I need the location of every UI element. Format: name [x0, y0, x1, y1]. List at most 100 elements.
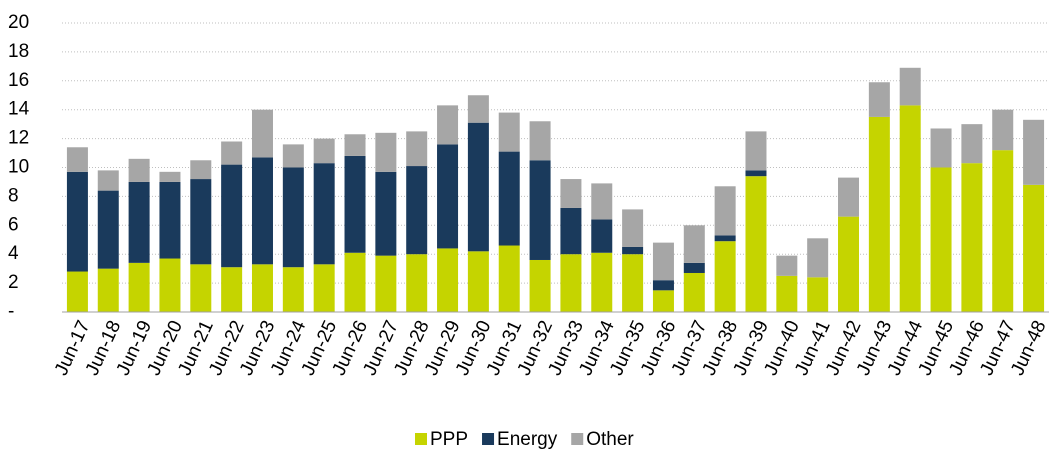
- bar-segment: [251, 264, 273, 312]
- y-tick-label: 6: [8, 214, 19, 235]
- bar-segment: [807, 277, 829, 312]
- bar-segment: [745, 131, 767, 171]
- bar-segment: [437, 144, 459, 249]
- bar-segment: [899, 105, 921, 313]
- y-tick-label: -: [8, 301, 14, 322]
- bar-segment: [529, 121, 551, 161]
- y-tick-label: 2: [8, 272, 19, 293]
- bar-segment: [437, 248, 459, 312]
- y-tick-label: 10: [8, 157, 29, 178]
- bar-segment: [652, 242, 674, 281]
- bar-segment: [683, 272, 705, 312]
- bar-segment: [838, 177, 860, 217]
- bar-segment: [776, 275, 798, 312]
- bar-segment: [622, 246, 644, 255]
- y-tick-label: 8: [8, 185, 19, 206]
- y-tick-label: 4: [8, 243, 19, 264]
- legend-swatch: [482, 433, 495, 445]
- bar-segment: [467, 122, 489, 252]
- y-tick-label: 16: [8, 70, 29, 91]
- bar-segment: [97, 190, 119, 269]
- bar-segment: [467, 251, 489, 312]
- bar-segment: [807, 238, 829, 278]
- bar-segment: [868, 116, 890, 312]
- bar-segment: [282, 167, 304, 268]
- legend-label: Energy: [497, 429, 558, 450]
- bar-segment: [992, 109, 1014, 151]
- bar-segment: [899, 67, 921, 106]
- bar-segment: [251, 157, 273, 265]
- bar-segment: [221, 164, 243, 268]
- bar-segment: [190, 160, 212, 180]
- bar-segment: [591, 252, 613, 312]
- bar-segment: [930, 167, 952, 312]
- bar-segment: [961, 124, 983, 164]
- bar-segment: [776, 255, 798, 276]
- bar-segment: [714, 235, 736, 242]
- bar-segment: [97, 170, 119, 191]
- bar-segment: [375, 255, 397, 312]
- bar-segment: [406, 254, 428, 312]
- bar-segment: [992, 150, 1014, 312]
- bar-segment: [344, 252, 366, 312]
- bar-segment: [251, 109, 273, 158]
- bar-segment: [467, 95, 489, 123]
- bar-segment: [313, 138, 335, 164]
- bar-segment: [745, 176, 767, 312]
- bar-segment: [66, 171, 88, 272]
- legend-swatch: [571, 433, 584, 445]
- bar-segment: [97, 268, 119, 312]
- bar-segment: [282, 144, 304, 168]
- bar-segment: [961, 163, 983, 312]
- legend-label: Other: [586, 429, 634, 450]
- bar-segment: [221, 267, 243, 312]
- bar-segment: [406, 131, 428, 167]
- bar-segment: [313, 264, 335, 312]
- bar-segment: [66, 271, 88, 312]
- bar-segment: [344, 134, 366, 156]
- bar-segment: [622, 254, 644, 312]
- bar-segment: [652, 280, 674, 291]
- bar-segment: [838, 216, 860, 312]
- bar-segment: [714, 241, 736, 312]
- bar-segment: [221, 141, 243, 165]
- bar-segment: [128, 262, 150, 312]
- bar-segment: [868, 82, 890, 117]
- bar-segment: [652, 290, 674, 312]
- bar-segment: [560, 179, 582, 208]
- y-tick-label: 14: [8, 99, 30, 120]
- legend-label: PPP: [430, 429, 468, 450]
- bar-segment: [344, 155, 366, 253]
- bar-segment: [159, 258, 181, 312]
- bar-segment: [591, 183, 613, 220]
- bar-segment: [375, 132, 397, 172]
- bar-segment: [1023, 184, 1045, 312]
- bar-segment: [190, 264, 212, 312]
- bar-segment: [498, 151, 520, 246]
- y-tick-label: 12: [8, 128, 29, 149]
- bar-segment: [529, 259, 551, 312]
- bar-segment: [498, 112, 520, 152]
- y-tick-label: 20: [8, 12, 29, 33]
- bar-segment: [745, 170, 767, 177]
- bar-segment: [313, 163, 335, 265]
- bar-segment: [282, 267, 304, 312]
- y-tick-label: 18: [8, 41, 29, 62]
- bar-segment: [529, 160, 551, 260]
- bar-segment: [190, 179, 212, 265]
- bar-segment: [683, 262, 705, 273]
- bar-segment: [437, 105, 459, 145]
- bar-segment: [375, 171, 397, 256]
- bar-segment: [591, 219, 613, 253]
- bar-segment: [930, 128, 952, 168]
- bar-segment: [128, 181, 150, 263]
- bar-segment: [1023, 119, 1045, 185]
- bar-segment: [159, 181, 181, 259]
- bar-segment: [498, 245, 520, 312]
- legend-swatch: [415, 433, 427, 445]
- bar-segment: [159, 171, 181, 182]
- bar-segment: [128, 158, 150, 182]
- bar-segment: [622, 209, 644, 247]
- bar-segment: [406, 166, 428, 255]
